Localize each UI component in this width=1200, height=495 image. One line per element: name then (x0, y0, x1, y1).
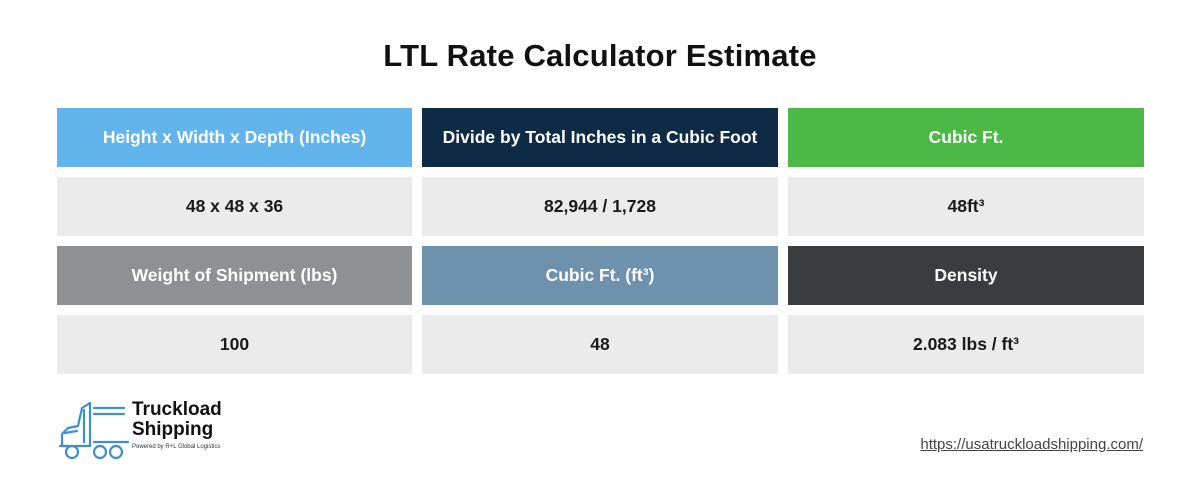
logo-line1: Truckload (132, 399, 222, 420)
value-density: 2.083 lbs / ft³ (788, 315, 1144, 374)
value-cubic-ft-2: 48 (422, 315, 778, 374)
value-cubic-ft: 48ft³ (788, 177, 1144, 236)
value-weight: 100 (57, 315, 412, 374)
header-dimensions: Height x Width x Depth (Inches) (57, 108, 412, 167)
website-link[interactable]: https://usatruckloadshipping.com/ (920, 436, 1143, 453)
value-dimensions: 48 x 48 x 36 (57, 177, 412, 236)
rate-calculator-table: Height x Width x Depth (Inches) Divide b… (57, 108, 1144, 374)
logo-tagline: Powered by R+L Global Logistics (132, 444, 221, 450)
truck-icon (58, 401, 130, 460)
header-divide: Divide by Total Inches in a Cubic Foot (422, 108, 778, 167)
page-title: LTL Rate Calculator Estimate (383, 38, 817, 73)
value-divide: 82,944 / 1,728 (422, 177, 778, 236)
header-cubic-ft: Cubic Ft. (788, 108, 1144, 167)
truckload-shipping-logo: Truckload Shipping Powered by R+L Global… (58, 396, 258, 466)
header-weight: Weight of Shipment (lbs) (57, 246, 412, 305)
header-density: Density (788, 246, 1144, 305)
logo-line2: Shipping (132, 419, 214, 440)
header-cubic-ft-2: Cubic Ft. (ft³) (422, 246, 778, 305)
